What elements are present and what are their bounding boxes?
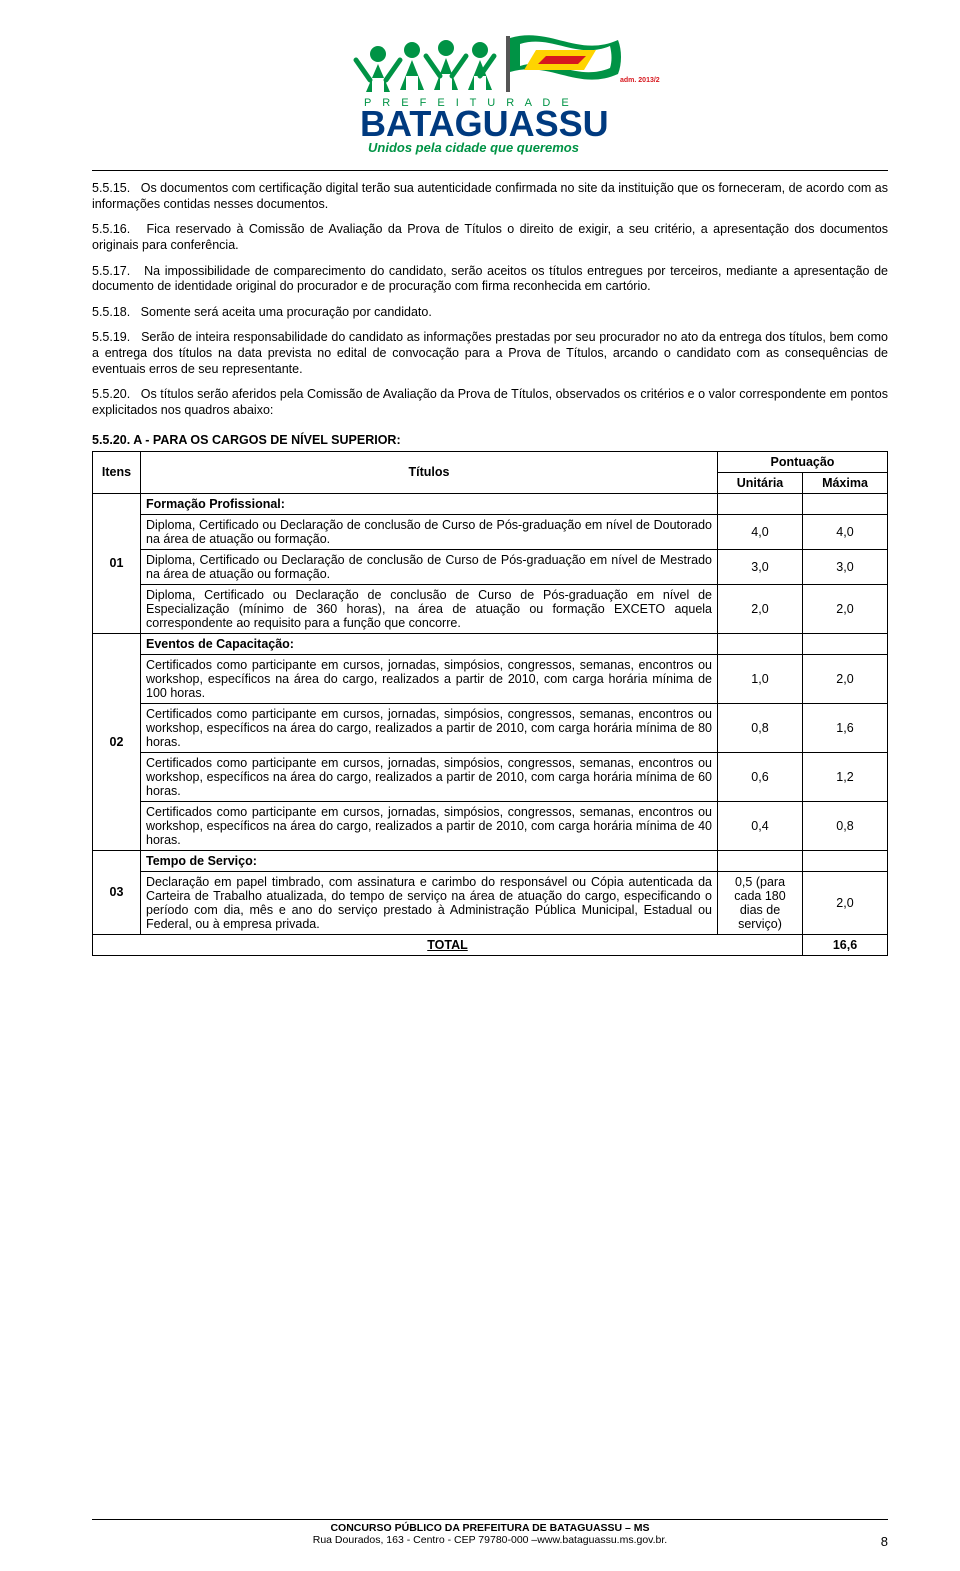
footer-line1: CONCURSO PÚBLICO DA PREFEITURA DE BATAGU… [330, 1522, 649, 1534]
total-row: TOTAL16,6 [93, 934, 888, 955]
section-number: 01 [93, 493, 141, 633]
desc-cell: Diploma, Certificado ou Declaração de co… [141, 549, 718, 584]
max-cell: 0,8 [803, 801, 888, 850]
unit-cell: 1,0 [718, 654, 803, 703]
max-cell: 2,0 [803, 871, 888, 934]
table-row: Certificados como participante em cursos… [93, 801, 888, 850]
table-row: Diploma, Certificado ou Declaração de co… [93, 514, 888, 549]
section-label: Formação Profissional: [141, 493, 718, 514]
section-label: Tempo de Serviço: [141, 850, 718, 871]
th-pontuacao: Pontuação [718, 451, 888, 472]
scoring-table: Itens Títulos Pontuação Unitária Máxima … [92, 451, 888, 956]
th-itens: Itens [93, 451, 141, 493]
max-cell: 3,0 [803, 549, 888, 584]
para-num: 5.5.20. [92, 387, 130, 401]
unit-cell: 3,0 [718, 549, 803, 584]
header-divider [92, 170, 888, 171]
th-unitaria: Unitária [718, 472, 803, 493]
para-5-5-18: 5.5.18. Somente será aceita uma procuraç… [92, 305, 888, 321]
total-label: TOTAL [93, 934, 803, 955]
empty-cell [718, 493, 803, 514]
unit-cell: 0,8 [718, 703, 803, 752]
unit-cell: 0,5 (para cada 180 dias de serviço) [718, 871, 803, 934]
desc-cell: Certificados como participante em cursos… [141, 752, 718, 801]
desc-cell: Certificados como participante em cursos… [141, 801, 718, 850]
desc-cell: Certificados como participante em cursos… [141, 654, 718, 703]
section-label: Eventos de Capacitação: [141, 633, 718, 654]
logo-svg: adm. 2013/2016 P R E F E I T U R A D E B… [320, 20, 660, 160]
footer-divider [92, 1519, 888, 1520]
max-cell: 4,0 [803, 514, 888, 549]
slogan: Unidos pela cidade que queremos [368, 140, 579, 155]
th-titulos: Títulos [141, 451, 718, 493]
desc-cell: Certificados como participante em cursos… [141, 703, 718, 752]
unit-cell: 4,0 [718, 514, 803, 549]
unit-cell: 0,6 [718, 752, 803, 801]
empty-cell [803, 850, 888, 871]
max-cell: 1,6 [803, 703, 888, 752]
footer-text: CONCURSO PÚBLICO DA PREFEITURA DE BATAGU… [92, 1522, 888, 1547]
table-row: Declaração em papel timbrado, com assina… [93, 871, 888, 934]
desc-cell: Declaração em papel timbrado, com assina… [141, 871, 718, 934]
table-title: 5.5.20. A - PARA OS CARGOS DE NÍVEL SUPE… [92, 433, 888, 447]
empty-cell [718, 633, 803, 654]
table-section-row: 02Eventos de Capacitação: [93, 633, 888, 654]
para-num: 5.5.15. [92, 181, 130, 195]
city-name: BATAGUASSU [360, 103, 609, 144]
para-5-5-17: 5.5.17. Na impossibilidade de comparecim… [92, 264, 888, 295]
empty-cell [718, 850, 803, 871]
max-cell: 2,0 [803, 654, 888, 703]
para-text: Os títulos serão aferidos pela Comissão … [92, 387, 888, 417]
para-5-5-15: 5.5.15. Os documentos com certificação d… [92, 181, 888, 212]
max-cell: 2,0 [803, 584, 888, 633]
empty-cell [803, 633, 888, 654]
desc-cell: Diploma, Certificado ou Declaração de co… [141, 584, 718, 633]
table-row: Diploma, Certificado ou Declaração de co… [93, 584, 888, 633]
para-num: 5.5.17. [92, 264, 130, 278]
para-text: Somente será aceita uma procuração por c… [141, 305, 432, 319]
para-5-5-20: 5.5.20. Os títulos serão aferidos pela C… [92, 387, 888, 418]
para-text: Fica reservado à Comissão de Avaliação d… [92, 222, 888, 252]
section-number: 02 [93, 633, 141, 850]
footer: CONCURSO PÚBLICO DA PREFEITURA DE BATAGU… [92, 1513, 888, 1547]
footer-line2: Rua Dourados, 163 - Centro - CEP 79780-0… [313, 1534, 667, 1546]
page-number: 8 [881, 1534, 888, 1549]
empty-cell [803, 493, 888, 514]
para-text: Na impossibilidade de comparecimento do … [92, 264, 888, 294]
th-maxima: Máxima [803, 472, 888, 493]
desc-cell: Diploma, Certificado ou Declaração de co… [141, 514, 718, 549]
table-row: Certificados como participante em cursos… [93, 703, 888, 752]
para-text: Os documentos com certificação digital t… [92, 181, 888, 211]
table-row: Diploma, Certificado ou Declaração de co… [93, 549, 888, 584]
max-cell: 1,2 [803, 752, 888, 801]
table-section-row: 01Formação Profissional: [93, 493, 888, 514]
para-5-5-16: 5.5.16. Fica reservado à Comissão de Ava… [92, 222, 888, 253]
total-value: 16,6 [803, 934, 888, 955]
para-text: Serão de inteira responsabilidade do can… [92, 330, 888, 375]
header-logo: adm. 2013/2016 P R E F E I T U R A D E B… [92, 20, 888, 160]
unit-cell: 0,4 [718, 801, 803, 850]
table-row: Certificados como participante em cursos… [93, 752, 888, 801]
para-num: 5.5.18. [92, 305, 130, 319]
adm-label: adm. 2013/2016 [620, 77, 660, 84]
table-section-row: 03Tempo de Serviço: [93, 850, 888, 871]
para-num: 5.5.19. [92, 330, 130, 344]
para-5-5-19: 5.5.19. Serão de inteira responsabilidad… [92, 330, 888, 377]
table-row: Certificados como participante em cursos… [93, 654, 888, 703]
para-num: 5.5.16. [92, 222, 130, 236]
unit-cell: 2,0 [718, 584, 803, 633]
section-number: 03 [93, 850, 141, 934]
